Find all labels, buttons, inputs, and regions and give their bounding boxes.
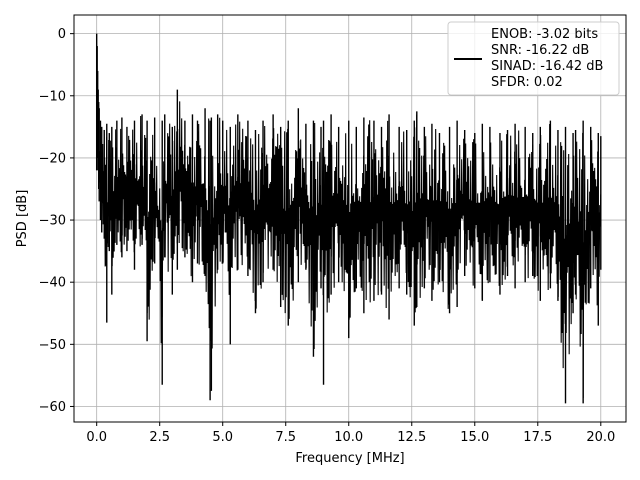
legend: ENOB: -3.02 bits SNR: -16.22 dB SINAD: -…	[447, 21, 620, 96]
y-tick-label-3: −30	[39, 214, 66, 229]
x-tick-label-0: 0.0	[86, 430, 107, 445]
legend-enob: ENOB: -3.02 bits	[491, 27, 598, 42]
axis-ticks: 0.0 2.5 5.0 7.5 10.0 12.5 15.0 17.5 20.0 0 −10 −20 −…	[39, 27, 616, 445]
y-tick-label-4: −40	[39, 276, 66, 291]
y-tick-label-2: −20	[39, 151, 66, 166]
x-tick-label-7: 17.5	[523, 430, 552, 445]
y-tick-label-0: 0	[58, 27, 66, 42]
x-axis-label: Frequency [MHz]	[295, 451, 404, 466]
legend-sfdr: SFDR: 0.02	[491, 75, 563, 90]
legend-box	[447, 21, 620, 96]
legend-snr: SNR: -16.22 dB	[491, 43, 589, 58]
series-psd	[95, 33, 602, 404]
x-tick-label-4: 10.0	[334, 430, 363, 445]
x-tick-label-1: 2.5	[149, 430, 170, 445]
x-tick-label-2: 5.0	[212, 430, 233, 445]
plot-frame	[73, 14, 627, 423]
x-tick-label-8: 20.0	[586, 430, 615, 445]
y-axis-label: PSD [dB]	[15, 190, 30, 248]
x-tick-label-6: 15.0	[460, 430, 489, 445]
x-tick-label-5: 12.5	[397, 430, 426, 445]
y-tick-label-6: −60	[39, 400, 66, 415]
legend-sinad: SINAD: -16.42 dB	[491, 59, 603, 74]
x-tick-label-3: 7.5	[275, 430, 296, 445]
y-tick-label-5: −50	[39, 338, 66, 353]
y-tick-label-1: −10	[39, 89, 66, 104]
